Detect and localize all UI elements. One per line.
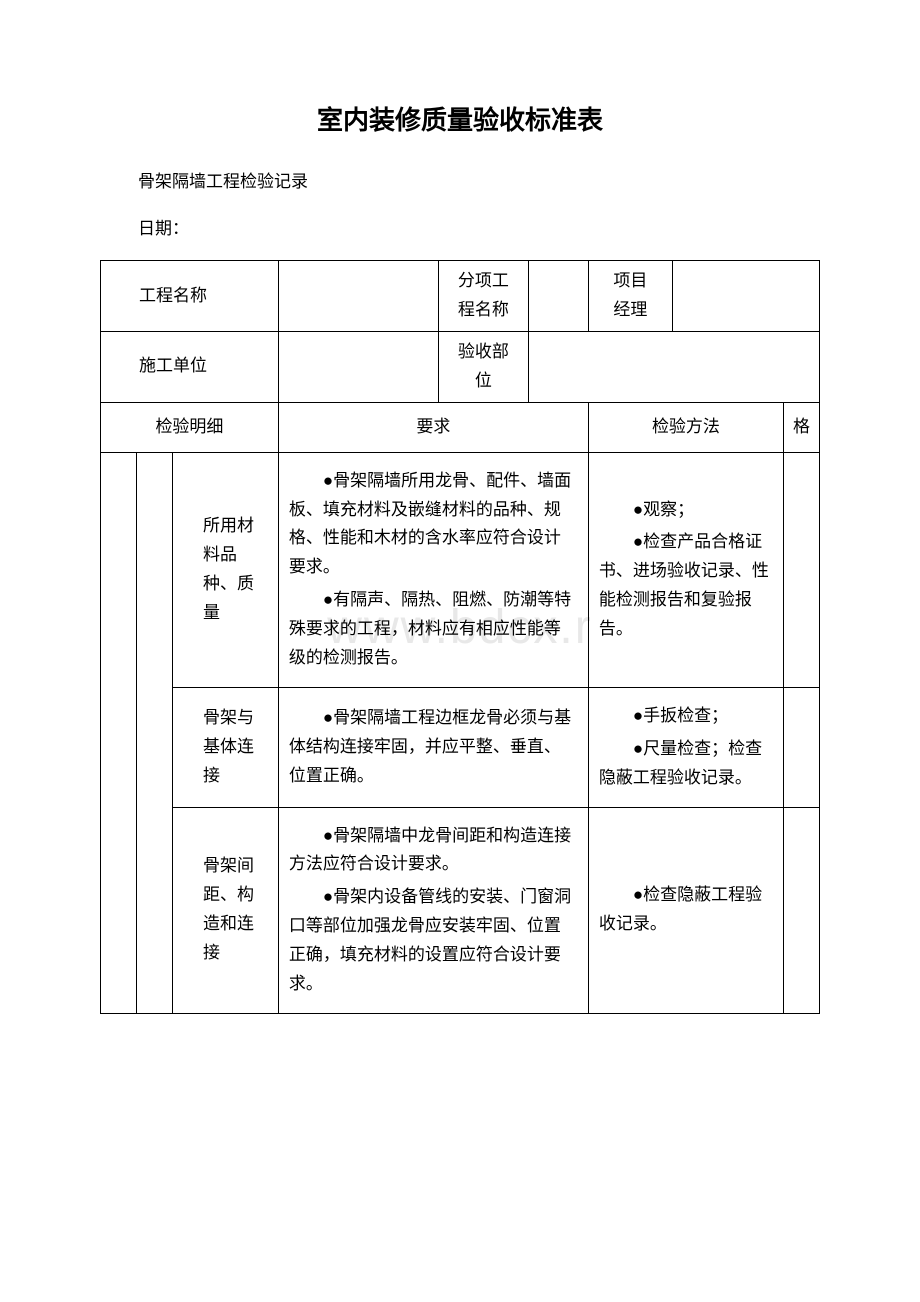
table-row: 所用材料品种、质量 ●骨架隔墙所用龙骨、配件、墙面板、填充材料及嵌缝材料的品种、… xyxy=(101,452,820,687)
method-text: ●尺量检查；检查隐蔽工程验收记录。 xyxy=(599,735,771,793)
construction-unit-value xyxy=(278,331,438,402)
row-result-cell xyxy=(784,452,820,687)
row-group-cell xyxy=(101,452,137,1013)
req-text: ●骨架隔墙中龙骨间距和构造连接方法应符合设计要求。 xyxy=(289,822,576,880)
table-row: 骨架与基体连接 ●骨架隔墙工程边框龙骨必须与基体结构连接牢固，并应平整、垂直、位… xyxy=(101,687,820,807)
col-inspection-detail: 检验明细 xyxy=(101,402,279,452)
sub-project-label: 分项工程名称 xyxy=(438,261,528,332)
row-req-cell: ●骨架隔墙中龙骨间距和构造连接方法应符合设计要求。 ●骨架内设备管线的安装、门窗… xyxy=(278,807,588,1013)
row-result-cell xyxy=(784,687,820,807)
project-name-value xyxy=(278,261,438,332)
project-name-label: 工程名称 xyxy=(101,261,279,332)
row-req-cell: ●骨架隔墙工程边框龙骨必须与基体结构连接牢固，并应平整、垂直、位置正确。 xyxy=(278,687,588,807)
col-inspection-method: 检验方法 xyxy=(588,402,783,452)
column-header-row: 检验明细 要求 检验方法 格 xyxy=(101,402,820,452)
method-text: ●检查隐蔽工程验收记录。 xyxy=(599,881,771,939)
col-result: 格 xyxy=(784,402,820,452)
inspection-table: 工程名称 分项工程名称 项目经理 施工单位 验收部位 检验明细 要求 检验方法 … xyxy=(100,260,820,1014)
req-text: ●骨架内设备管线的安装、门窗洞口等部位加强龙骨应安装牢固、位置正确，填充材料的设… xyxy=(289,883,576,999)
acceptance-part-label: 验收部位 xyxy=(438,331,528,402)
col-requirement: 要求 xyxy=(278,402,588,452)
method-text: ●手扳检查； xyxy=(599,702,771,731)
req-text: ●骨架隔墙所用龙骨、配件、墙面板、填充材料及嵌缝材料的品种、规格、性能和木材的含… xyxy=(289,467,576,583)
table-row: 骨架间距、构造和连接 ●骨架隔墙中龙骨间距和构造连接方法应符合设计要求。 ●骨架… xyxy=(101,807,820,1013)
acceptance-part-value xyxy=(528,331,819,402)
req-text: ●骨架隔墙工程边框龙骨必须与基体结构连接牢固，并应平整、垂直、位置正确。 xyxy=(289,704,576,791)
row-method-cell: ●观察； ●检查产品合格证书、进场验收记录、性能检测报告和复验报告。 xyxy=(588,452,783,687)
pm-label: 项目经理 xyxy=(588,261,672,332)
subtitle: 骨架隔墙工程检验记录 xyxy=(138,167,820,198)
row-req-cell: ●骨架隔墙所用龙骨、配件、墙面板、填充材料及嵌缝材料的品种、规格、性能和木材的含… xyxy=(278,452,588,687)
method-text: ●检查产品合格证书、进场验收记录、性能检测报告和复验报告。 xyxy=(599,528,771,644)
construction-unit-label: 施工单位 xyxy=(101,331,279,402)
date-label: 日期： xyxy=(138,214,820,245)
method-text: ●观察； xyxy=(599,496,771,525)
req-text: ●有隔声、隔热、阻燃、防潮等特殊要求的工程，材料应有相应性能等级的检测报告。 xyxy=(289,586,576,673)
row-subgroup-cell xyxy=(137,452,173,1013)
row-result-cell xyxy=(784,807,820,1013)
row-method-cell: ●手扳检查； ●尺量检查；检查隐蔽工程验收记录。 xyxy=(588,687,783,807)
header-row-1: 工程名称 分项工程名称 项目经理 xyxy=(101,261,820,332)
sub-project-value xyxy=(528,261,588,332)
row-name-cell: 所用材料品种、质量 xyxy=(173,452,279,687)
row-method-cell: ●检查隐蔽工程验收记录。 xyxy=(588,807,783,1013)
document-title: 室内装修质量验收标准表 xyxy=(100,100,820,137)
row-name-cell: 骨架与基体连接 xyxy=(173,687,279,807)
row-name-cell: 骨架间距、构造和连接 xyxy=(173,807,279,1013)
header-row-2: 施工单位 验收部位 xyxy=(101,331,820,402)
pm-value xyxy=(672,261,819,332)
